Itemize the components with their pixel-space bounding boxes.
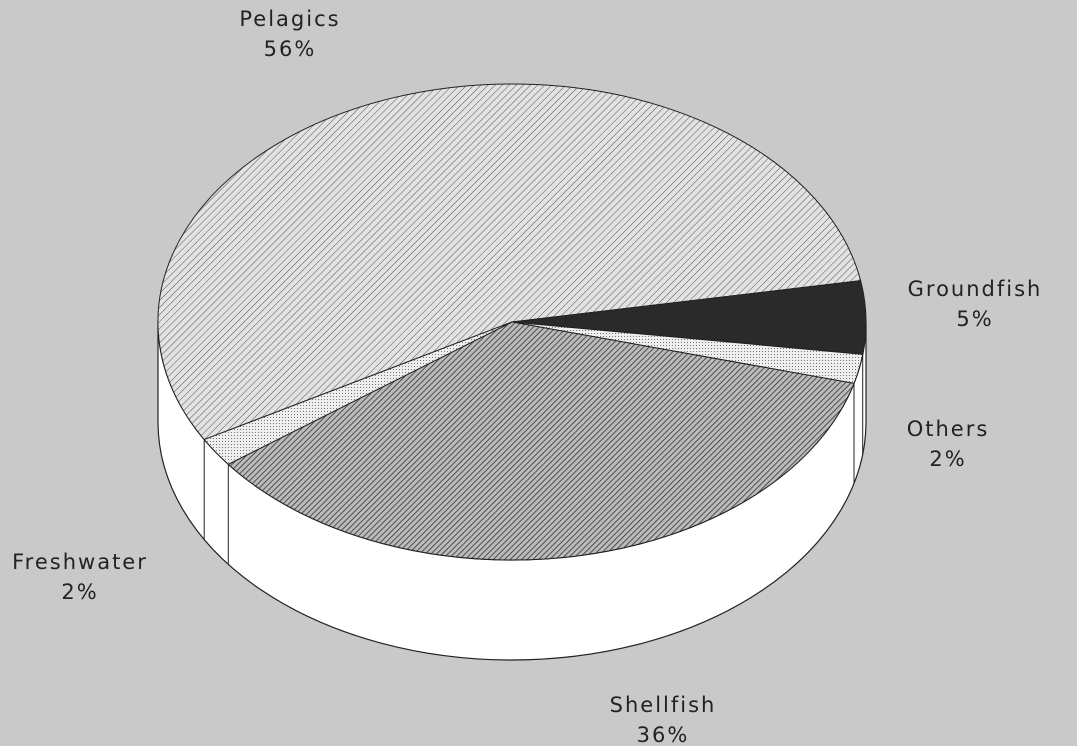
pie-slice <box>157 83 862 441</box>
slice-label: Freshwater <box>12 550 148 574</box>
slice-value-label: 5% <box>956 307 993 331</box>
slice-label: Shellfish <box>610 693 717 717</box>
pie-slice <box>227 321 855 561</box>
slice-value-label: 2% <box>61 580 98 604</box>
slice-label: Others <box>907 417 990 441</box>
slice-label: Pelagics <box>239 7 340 31</box>
pie-slice <box>203 321 513 465</box>
slice-value-label: 56% <box>264 37 317 61</box>
slice-value-label: 2% <box>929 447 966 471</box>
slice-label: Groundfish <box>908 277 1043 301</box>
slice-value-label: 36% <box>637 723 690 746</box>
